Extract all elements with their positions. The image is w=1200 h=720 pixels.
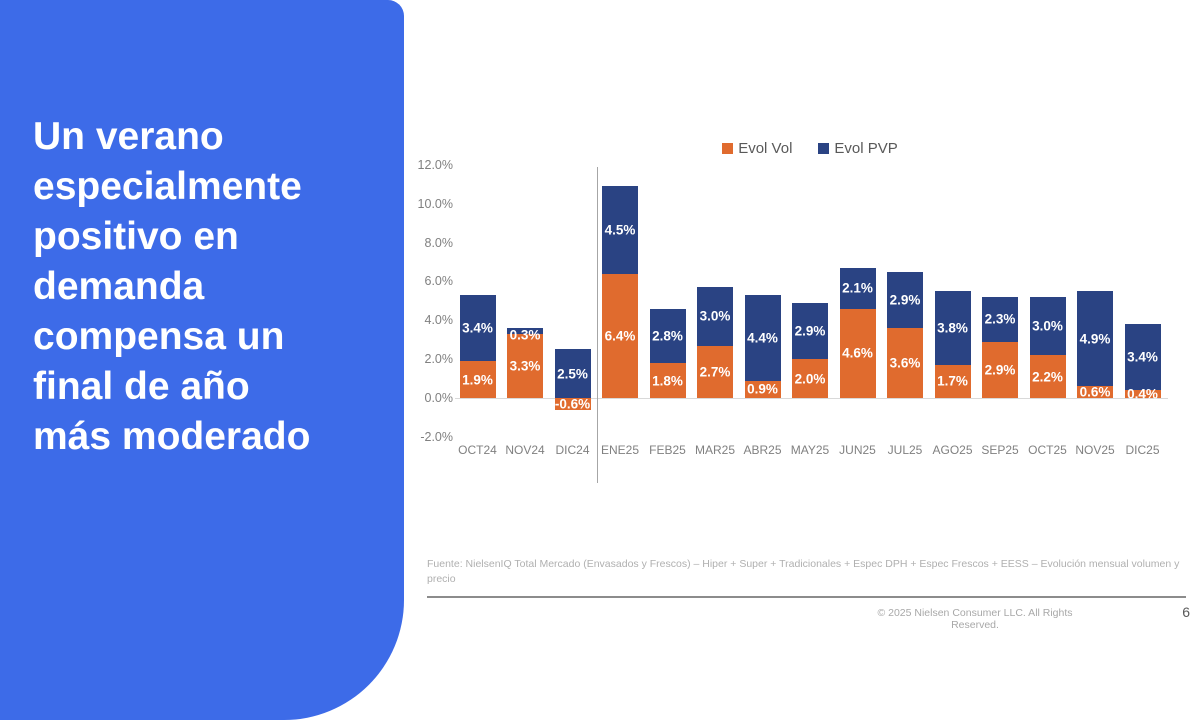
stacked-bar-chart: Evol Vol Evol PVP 12.0% 10.0% 8.0% 6.0% 4.0%… — [417, 138, 1168, 483]
y-axis-tick: 12.0% — [417, 157, 453, 172]
bar-label-vol-NOV24: 3.3% — [509, 358, 541, 374]
bar-label-vol-AGO25: 1.7% — [937, 373, 968, 389]
year-separator-line — [596, 166, 598, 483]
x-axis-label-ENE25: ENE25 — [600, 443, 640, 457]
bar-segment-vol-NOV25 — [1077, 386, 1113, 398]
bar-segment-pvp-JUN25 — [839, 267, 876, 309]
bar-segment-pvp-AGO25 — [934, 291, 971, 365]
x-axis-label-FEB25: FEB25 — [649, 443, 686, 457]
copyright-text: © 2025 Nielsen Consumer LLC. All Rights … — [877, 607, 1073, 631]
bar-label-pvp-MAR25: 3.0% — [699, 308, 731, 324]
bar-segment-vol-DIC25 — [1124, 390, 1161, 398]
legend-label-evol-pvp: Evol PVP — [834, 139, 898, 157]
x-axis-label-JUL25: JUL25 — [887, 443, 923, 457]
bar-label-vol-ENE25: 6.4% — [604, 328, 636, 344]
x-axis-label-OCT24: OCT24 — [458, 443, 497, 457]
bar-segment-vol-AGO25 — [934, 364, 971, 398]
bar-segment-vol-DIC24 — [554, 398, 591, 410]
page-number: 6 — [1182, 604, 1190, 620]
bar-segment-pvp-MAY25 — [792, 302, 828, 360]
x-axis-label-NOV24: NOV24 — [505, 443, 545, 457]
bar-label-pvp-AGO25: 3.8% — [937, 320, 968, 336]
y-axis-tick: 0.0% — [424, 391, 454, 405]
x-axis-label-NOV25: NOV25 — [1075, 443, 1115, 457]
bar-label-pvp-OCT24: 3.4% — [462, 320, 493, 336]
bar-label-vol-OCT25: 2.2% — [1032, 369, 1063, 385]
y-axis-tick: 2.0% — [424, 352, 454, 367]
bar-segment-vol-ABR25 — [744, 380, 781, 398]
bar-label-vol-DIC25: 0.4% — [1127, 386, 1158, 402]
x-axis-label-DIC25: DIC25 — [1125, 443, 1160, 457]
bar-label-pvp-MAY25: 2.9% — [794, 323, 826, 339]
y-axis-tick: 6.0% — [424, 274, 454, 289]
x-axis-label-MAY25: MAY25 — [790, 443, 830, 457]
bar-segment-pvp-FEB25 — [649, 308, 686, 364]
bar-segment-vol-OCT24 — [459, 361, 496, 398]
bar-label-pvp-SEP25: 2.3% — [984, 311, 1016, 327]
bar-label-vol-OCT24: 1.9% — [462, 372, 493, 388]
bar-label-pvp-DIC24: 2.5% — [557, 366, 588, 382]
bar-label-pvp-JUL25: 2.9% — [889, 292, 921, 308]
bar-segment-vol-MAY25 — [792, 359, 828, 398]
bar-segment-pvp-DIC24 — [554, 349, 591, 398]
bar-label-pvp-OCT25: 3.0% — [1032, 318, 1063, 334]
bar-segment-pvp-MAR25 — [697, 287, 733, 346]
x-axis-label-OCT25: OCT25 — [1028, 443, 1067, 457]
bar-label-vol-MAY25: 2.0% — [794, 371, 826, 387]
bar-segment-pvp-ENE25 — [602, 186, 638, 274]
bar-label-pvp-NOV24: 0.3% — [509, 327, 541, 343]
bar-label-vol-SEP25: 2.9% — [984, 362, 1016, 378]
bar-segment-vol-SEP25 — [982, 341, 1018, 398]
bar-segment-pvp-DIC25 — [1124, 324, 1161, 391]
bar-label-pvp-NOV25: 4.9% — [1079, 331, 1111, 347]
bar-segment-vol-JUN25 — [839, 308, 876, 398]
bar-segment-pvp-SEP25 — [982, 297, 1018, 342]
y-axis-tick: 8.0% — [424, 235, 454, 250]
bar-label-vol-ABR25: 0.9% — [747, 381, 778, 397]
bar-label-vol-FEB25: 1.8% — [652, 373, 683, 389]
x-axis-label-JUN25: JUN25 — [839, 443, 876, 457]
bar-label-pvp-ENE25: 4.5% — [604, 222, 636, 238]
chart-legend: Evol Vol Evol PVP — [455, 138, 1165, 158]
x-axis-label-DIC24: DIC24 — [555, 443, 590, 457]
bar-label-vol-MAR25: 2.7% — [699, 364, 731, 380]
legend-label-evol-vol: Evol Vol — [738, 139, 793, 157]
bar-label-vol-DIC24: -0.6% — [554, 396, 591, 412]
source-note: Fuente: NielsenIQ Total Mercado (Envasad… — [427, 558, 1180, 585]
x-axis-label-AGO25: AGO25 — [932, 443, 973, 457]
bar-segment-vol-JUL25 — [887, 328, 923, 398]
bar-segment-pvp-ABR25 — [744, 295, 781, 381]
bar-segment-pvp-NOV24 — [507, 328, 543, 334]
bar-segment-vol-FEB25 — [649, 363, 686, 398]
bar-segment-vol-ENE25 — [602, 273, 638, 398]
legend-item-evol-pvp: Evol PVP — [818, 139, 898, 157]
x-axis-label-SEP25: SEP25 — [981, 443, 1019, 457]
bar-label-pvp-JUN25: 2.1% — [842, 280, 873, 296]
x-axis-label-MAR25: MAR25 — [694, 443, 735, 457]
bar-label-vol-NOV25: 0.6% — [1079, 384, 1111, 400]
evol-vol-swatch-icon — [722, 142, 734, 154]
y-axis-tick: -2.0% — [420, 429, 453, 444]
bar-segment-vol-NOV24 — [507, 333, 543, 398]
evol-pvp-swatch-icon — [818, 142, 830, 154]
bar-segment-pvp-OCT25 — [1029, 297, 1066, 356]
x-axis-line — [455, 398, 1168, 399]
x-axis-label-ABR25: ABR25 — [743, 443, 782, 457]
title-panel: Un verano especialmente positivo en dema… — [0, 0, 404, 720]
bar-label-pvp-FEB25: 2.8% — [652, 328, 683, 344]
bar-label-vol-JUL25: 3.6% — [889, 355, 921, 371]
footer-divider — [427, 596, 1186, 598]
y-axis-tick: 4.0% — [424, 313, 454, 328]
bar-label-vol-JUN25: 4.6% — [842, 345, 873, 361]
bar-segment-pvp-NOV25 — [1077, 291, 1113, 387]
bar-label-pvp-DIC25: 3.4% — [1127, 349, 1158, 365]
bar-label-pvp-ABR25: 4.4% — [747, 330, 778, 346]
legend-item-evol-vol: Evol Vol — [722, 140, 792, 157]
bar-segment-vol-MAR25 — [697, 345, 733, 398]
bar-segment-vol-OCT25 — [1029, 355, 1066, 398]
slide-title: Un verano especialmente positivo en dema… — [33, 115, 311, 458]
bar-segment-pvp-JUL25 — [887, 271, 923, 329]
bar-segment-pvp-OCT24 — [459, 295, 496, 362]
y-axis-tick: 10.0% — [417, 196, 453, 211]
